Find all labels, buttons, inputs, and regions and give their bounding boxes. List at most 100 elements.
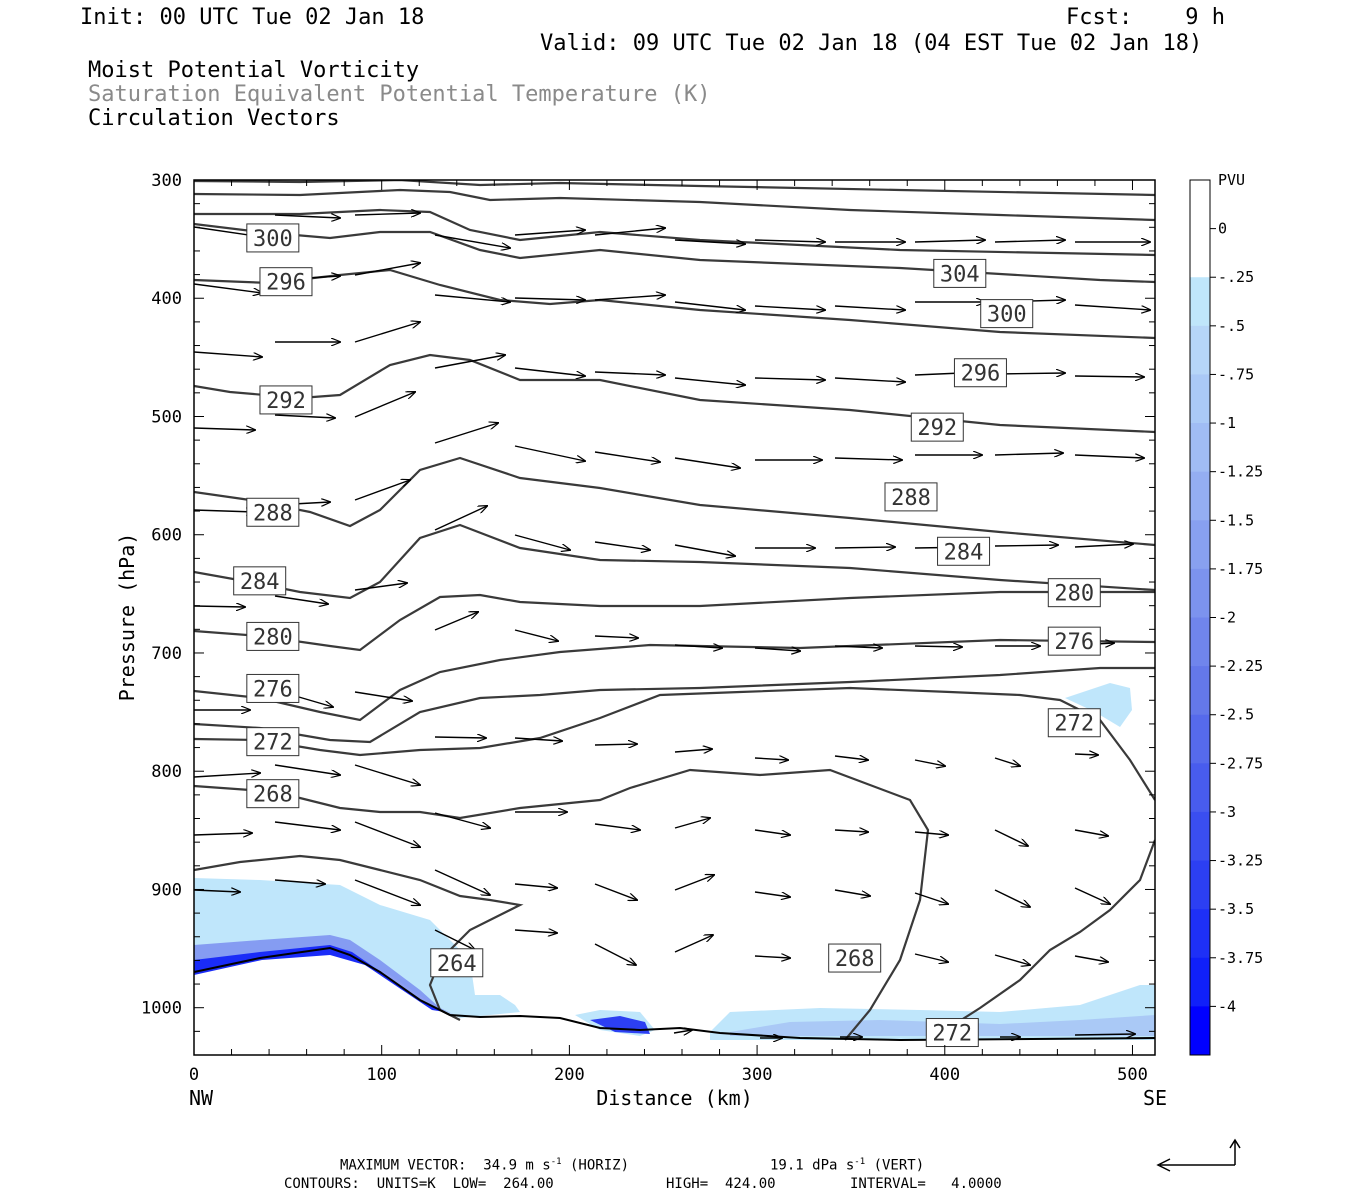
contour-label-box xyxy=(246,497,300,527)
circulation-vector xyxy=(514,298,585,300)
colorbar-label: -1.5 xyxy=(1218,511,1254,529)
contour-label-text: 304 xyxy=(940,262,980,287)
contour-label: 292 xyxy=(259,385,313,415)
circulation-vector xyxy=(274,215,340,218)
field-title-pv: Moist Potential Vorticity xyxy=(88,58,420,83)
x-axis-label: Distance (km) xyxy=(596,1086,753,1110)
circulation-vector xyxy=(354,480,410,501)
colorbar-swatch xyxy=(1190,763,1210,813)
circulation-vector xyxy=(674,875,714,891)
circulation-vector xyxy=(994,453,1063,455)
contour-label-text: 288 xyxy=(891,486,931,511)
contour-label: 288 xyxy=(246,497,300,527)
colorbar-swatch xyxy=(1190,277,1210,327)
axes: 300 400 500 600 700 800 900 1000 0 100 200 300 400 50… xyxy=(115,171,1167,1110)
colorbar-label: -.5 xyxy=(1218,317,1245,335)
theta-contour xyxy=(194,188,1155,222)
colorbar-label: -3.25 xyxy=(1218,852,1263,870)
contour-label: 276 xyxy=(246,673,300,703)
y-tick-label: 700 xyxy=(151,644,182,664)
circulation-vector xyxy=(354,263,420,276)
y-tick-label: 900 xyxy=(151,880,182,900)
circulation-vector xyxy=(194,428,255,430)
contour-label-text: 276 xyxy=(1054,630,1094,655)
contour-label: 288 xyxy=(884,482,938,512)
circulation-vector xyxy=(834,756,868,760)
circulation-vector xyxy=(594,451,660,462)
contour-label: 300 xyxy=(980,299,1034,329)
init-time: Init: 00 UTC Tue 02 Jan 18 xyxy=(80,5,425,30)
circulation-vector xyxy=(514,738,562,741)
circulation-vector xyxy=(354,583,407,591)
circulation-vector xyxy=(594,744,637,745)
contour-label-box xyxy=(1047,578,1101,608)
circulation-vector xyxy=(834,458,902,460)
circulation-vector xyxy=(674,818,710,829)
circulation-vector xyxy=(514,534,570,550)
contour-label-box xyxy=(828,943,882,973)
x-tick-label: 400 xyxy=(929,1065,960,1085)
contour-label-text: 280 xyxy=(253,625,293,650)
contour-label-text: 276 xyxy=(253,677,293,702)
contour-label-box xyxy=(246,673,300,703)
circulation-vector xyxy=(834,830,868,832)
y-tick-label: 800 xyxy=(151,762,182,782)
circulation-vector xyxy=(914,953,948,962)
theta-contour xyxy=(194,768,930,1041)
contour-label-text: 284 xyxy=(240,570,280,595)
colorbar-swatch xyxy=(1190,520,1210,570)
contour-label-text: 268 xyxy=(253,783,293,808)
contour-label: 272 xyxy=(246,727,300,757)
circulation-vector xyxy=(514,930,557,933)
circulation-vector xyxy=(354,322,420,343)
contour-label: 268 xyxy=(828,943,882,973)
circulation-vector xyxy=(434,869,490,895)
pv-colorbar: 0 -.25 -.5 -.75 -1 -1.25 -1.5 -1.75 -2 -2.25 -2.5 -… xyxy=(1189,171,1263,1056)
circulation-vector xyxy=(1074,829,1108,836)
contour-label: 284 xyxy=(937,536,991,566)
circulation-vector xyxy=(434,234,510,248)
colorbar-label: -2.5 xyxy=(1218,706,1254,724)
contour-label-box xyxy=(910,412,964,442)
circulation-vector xyxy=(914,892,948,904)
contour-label-text: 296 xyxy=(961,362,1001,387)
circulation-vector xyxy=(594,636,638,638)
circulation-vector xyxy=(674,377,745,385)
theta-contour xyxy=(194,686,1155,801)
contour-label: 264 xyxy=(430,948,484,978)
circulation-vector xyxy=(914,646,962,647)
x-tick-label: 500 xyxy=(1117,1065,1148,1085)
colorbar-label: -.25 xyxy=(1218,268,1254,286)
y-axis-label: Pressure (hPa) xyxy=(115,533,139,702)
x-tick-label: 100 xyxy=(366,1065,397,1085)
y-tick-label: 500 xyxy=(151,407,182,427)
x-left-end-label: NW xyxy=(189,1086,214,1110)
colorbar-label: -2 xyxy=(1218,609,1236,627)
circulation-vector xyxy=(354,392,415,418)
contour-label: 304 xyxy=(933,258,987,288)
circulation-vector xyxy=(274,415,335,418)
circulation-vector xyxy=(914,240,985,242)
colorbar-label: -1 xyxy=(1218,414,1236,432)
circulation-vector xyxy=(594,883,637,900)
circulation-vector xyxy=(994,829,1028,846)
theta-contour xyxy=(194,523,1155,600)
circulation-vector xyxy=(674,301,745,310)
forecast-hour: Fcst: 9 h xyxy=(1066,5,1225,30)
contour-label: 296 xyxy=(953,358,1007,388)
circulation-vector xyxy=(754,829,790,835)
circulation-vector xyxy=(274,880,325,884)
circulation-vector xyxy=(674,749,712,752)
x-right-end-label: SE xyxy=(1143,1086,1167,1110)
colorbar-swatch xyxy=(1190,617,1210,667)
colorbar-title: PVU xyxy=(1218,171,1245,189)
colorbar-swatch xyxy=(1190,1006,1210,1056)
circulation-vector xyxy=(1074,544,1133,547)
contour-label: 268 xyxy=(246,779,300,809)
contours-info: CONTOURS: UNITS=K LOW= 264.00 xyxy=(284,1176,554,1192)
circulation-vector xyxy=(994,757,1020,766)
plot-frame xyxy=(193,179,1156,1056)
terrain-line xyxy=(194,946,1155,1042)
theta-contour xyxy=(929,839,1155,1041)
